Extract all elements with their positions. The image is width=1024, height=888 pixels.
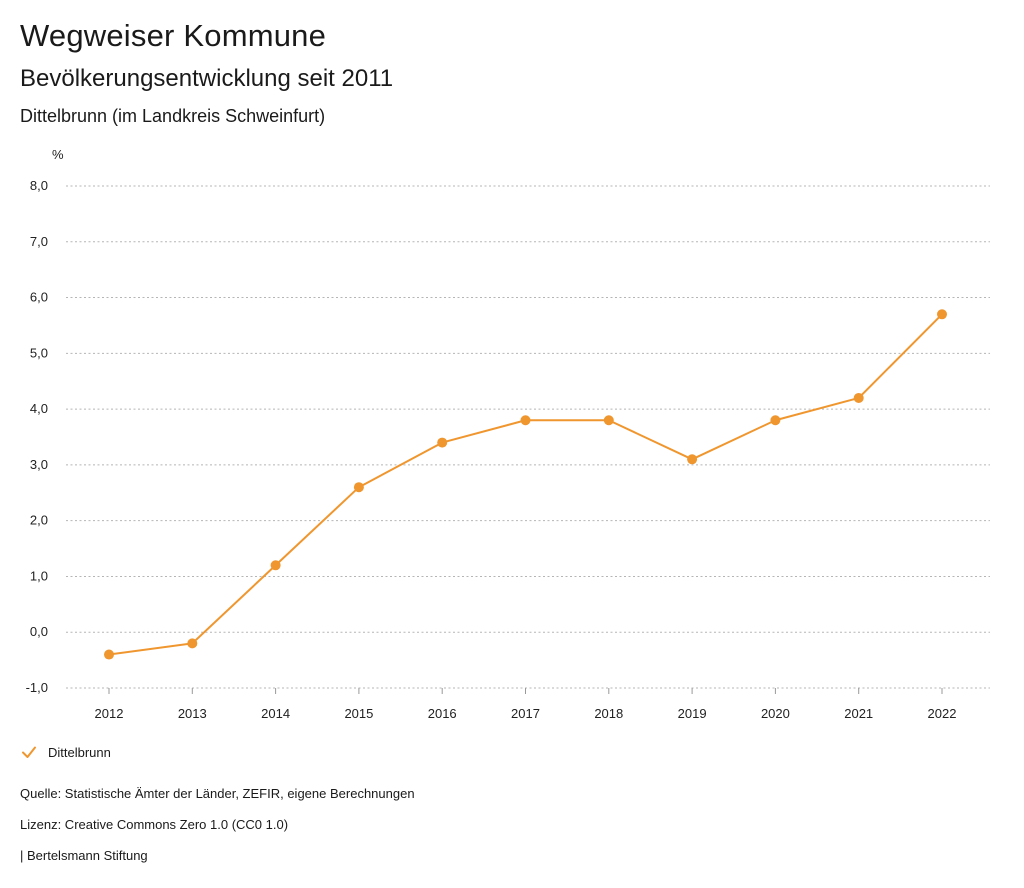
- line-chart: % -1,00,01,02,03,04,05,06,07,08,0 2012 20…: [26, 147, 990, 721]
- x-tick-label: 2012: [95, 706, 124, 721]
- source-note: Quelle: Statistische Ämter der Länder, Z…: [20, 786, 415, 801]
- data-point[interactable]: [270, 560, 281, 571]
- y-axis-unit: %: [52, 147, 64, 162]
- y-tick-label: 8,0: [30, 178, 48, 193]
- data-point[interactable]: [104, 649, 114, 660]
- series-line-dittelbrunn: [108, 313, 943, 656]
- y-tick-label: 3,0: [30, 457, 48, 472]
- chart-subtitle: Bevölkerungsentwicklung seit 2011: [20, 65, 394, 92]
- x-axis-ticks: 2012 2013 2014 2015 2016 2017 2018 2019 2020 2021…: [95, 688, 957, 721]
- license-note: Lizenz: Creative Commons Zero 1.0 (CC0 1…: [20, 817, 289, 832]
- x-tick-label: 2016: [428, 706, 457, 721]
- data-point[interactable]: [853, 392, 864, 403]
- data-point[interactable]: [603, 415, 614, 426]
- x-tick-label: 2022: [928, 706, 957, 721]
- data-point[interactable]: [437, 437, 448, 448]
- y-tick-label: 0,0: [30, 624, 48, 639]
- check-icon: [22, 746, 36, 758]
- y-tick-label: 4,0: [30, 401, 48, 416]
- y-axis-ticks: -1,0 0,0 1,0 2,0 3,0 4,0 5,0 6,0 7,0 8,0: [26, 178, 48, 695]
- data-point[interactable]: [937, 309, 947, 320]
- region-label: Dittelbrunn (im Landkreis Schweinfurt): [20, 106, 326, 126]
- publisher-note: | Bertelsmann Stiftung: [20, 848, 148, 863]
- y-tick-label: 1,0: [30, 568, 48, 583]
- data-point[interactable]: [770, 415, 781, 426]
- x-tick-label: 2021: [844, 706, 873, 721]
- series-group: [104, 309, 947, 660]
- x-tick-label: 2019: [678, 706, 707, 721]
- data-point[interactable]: [520, 415, 531, 426]
- legend-item-dittelbrunn[interactable]: Dittelbrunn: [20, 743, 111, 761]
- x-tick-label: 2017: [511, 706, 540, 721]
- x-tick-label: 2020: [761, 706, 790, 721]
- page-title: Wegweiser Kommune: [20, 18, 327, 53]
- x-tick-label: 2018: [594, 706, 623, 721]
- grid-lines: [66, 185, 990, 689]
- x-tick-label: 2015: [344, 706, 373, 721]
- legend-label: Dittelbrunn: [48, 744, 111, 760]
- x-tick-label: 2014: [261, 706, 290, 721]
- y-tick-label: 6,0: [30, 290, 48, 305]
- data-point[interactable]: [187, 638, 198, 649]
- y-tick-label: 5,0: [30, 345, 48, 360]
- y-tick-label: 2,0: [30, 513, 48, 528]
- y-tick-label: -1,0: [26, 680, 48, 695]
- data-point[interactable]: [687, 454, 698, 465]
- y-tick-label: 7,0: [30, 234, 48, 249]
- data-point[interactable]: [353, 482, 364, 493]
- x-tick-label: 2013: [178, 706, 207, 721]
